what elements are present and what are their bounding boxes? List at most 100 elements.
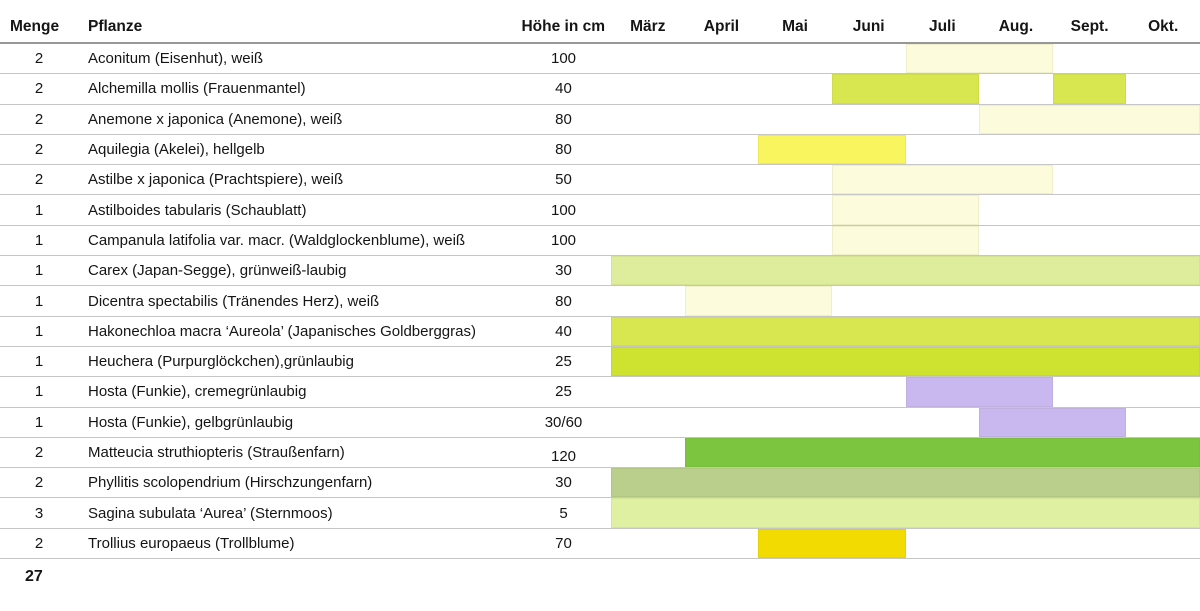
bloom-bar [979,407,1127,437]
month-header: April [703,18,740,35]
cell-hoehe: 25 [555,383,572,401]
cell-hoehe: 80 [555,110,572,128]
bloom-chart-cell [611,346,1200,377]
table-row: 2 Aconitum (Eisenhut), weiß 100 [0,44,1200,75]
cell-pflanze: Heuchera (Purpurglöckchen),grünlaubig [88,353,354,371]
cell-hoehe: 40 [555,80,572,98]
cell-hoehe: 30 [555,262,572,280]
cell-pflanze: Matteucia struthiopteris (Straußenfarn) [88,444,345,461]
header-hoehe: Höhe in cm [521,18,605,35]
bloom-chart-cell [611,195,1200,225]
bloom-bar [611,468,1200,498]
bloom-chart-cell [611,104,1200,134]
month-header: Sept. [1070,18,1109,35]
cell-hoehe: 70 [555,534,572,552]
month-header: Juli [928,18,956,35]
cell-hoehe: 30/60 [544,413,583,431]
bloom-bar [905,377,1053,407]
table-row: 1 Hosta (Funkie), cremegrünlaubig 25 [0,377,1200,408]
cell-menge: 2 [34,171,44,189]
cell-pflanze: Anemone x japonica (Anemone), weiß [88,110,343,128]
cell-pflanze: Campanula latifolia var. macr. (Waldgloc… [88,231,466,249]
table-row: 1 Astilboides tabularis (Schaublatt) 100 [0,195,1200,226]
bloom-bar [611,346,1200,377]
cell-menge: 1 [34,322,44,340]
cell-menge: 1 [34,201,44,219]
table-row: 1 Heuchera (Purpurglöckchen),grünlaubig 25 [0,346,1200,378]
bloom-chart-cell [611,498,1200,528]
cell-menge: 1 [34,231,44,249]
cell-menge: 1 [34,292,44,310]
cell-pflanze: Phyllitis scolopendrium (Hirschzungenfar… [88,474,373,492]
cell-pflanze: Dicentra spectabilis (Tränendes Herz), w… [88,292,380,310]
page-number: 27 [25,568,43,586]
cell-menge: 2 [34,141,44,159]
bloom-bar [611,316,1200,346]
bloom-bar [831,195,980,225]
cell-pflanze: Aquilegia (Akelei), hellgelb [88,141,265,159]
bloom-bar [831,165,1053,195]
table-body: 2 Aconitum (Eisenhut), weiß 100 2 Alchemilla… [0,44,1200,560]
cell-pflanze: Astilboides tabularis (Schaublatt) [88,201,307,219]
cell-hoehe: 100 [550,201,577,219]
cell-menge: 2 [34,110,44,128]
table-row: 1 Carex (Japan-Segge), grünweiß-laubig 30 [0,256,1200,287]
bloom-bar [979,104,1200,134]
cell-hoehe: 40 [555,322,572,340]
bloom-chart-cell [611,407,1200,437]
cell-menge: 2 [34,50,44,68]
cell-pflanze: Hosta (Funkie), cremegrünlaubig [88,383,307,401]
bloom-chart-cell [611,134,1200,165]
bloom-chart-cell [611,44,1200,74]
bloom-bar [611,256,1200,286]
table-row: 1 Hosta (Funkie), gelbgrünlaubig 30/60 [0,407,1200,438]
cell-hoehe: 80 [555,141,572,159]
cell-menge: 2 [34,80,44,98]
month-header: März [630,18,666,35]
bloom-bar [684,437,1200,468]
table-row: 1 Hakonechloa macra ‘Aureola’ (Japanische… [0,316,1200,347]
bloom-chart-cell [611,225,1200,256]
header-menge: Menge [10,18,60,35]
cell-menge: 1 [34,383,44,401]
bloom-bar [831,74,980,104]
cell-pflanze: Alchemilla mollis (Frauenmantel) [88,80,306,98]
cell-hoehe: 5 [559,504,568,522]
bloom-chart-cell [611,286,1200,316]
cell-pflanze: Astilbe x japonica (Prachtspiere), weiß [88,171,344,189]
bloom-chart-cell [611,528,1200,559]
cell-hoehe: 120 [550,448,577,465]
cell-hoehe: 100 [550,231,577,249]
cell-hoehe: 100 [550,50,577,68]
header-pflanze: Pflanze [88,18,143,35]
table-row: 2 Anemone x japonica (Anemone), weiß 80 [0,104,1200,135]
cell-pflanze: Hosta (Funkie), gelbgrünlaubig [88,413,294,431]
table-row: 2 Phyllitis scolopendrium (Hirschzungenfa… [0,468,1200,499]
header-months: März April Mai Juni Juli Aug. Sept. Okt. [611,18,1200,42]
cell-hoehe: 80 [555,292,572,310]
bloom-bar [1052,74,1127,104]
month-header: Juni [852,18,885,35]
cell-menge: 2 [34,444,44,461]
table-row: 2 Matteucia struthiopteris (Straußenfarn)… [0,437,1200,469]
bloom-chart-cell [611,316,1200,346]
month-header: Okt. [1148,18,1179,35]
table-row: 2 Astilbe x japonica (Prachtspiere), weiß… [0,165,1200,196]
table-row: 2 Trollius europaeus (Trollblume) 70 [0,528,1200,560]
table-row: 3 Sagina subulata ‘Aurea’ (Sternmoos) 5 [0,498,1200,529]
table-row: 2 Alchemilla mollis (Frauenmantel) 40 [0,74,1200,105]
cell-pflanze: Aconitum (Eisenhut), weiß [88,50,264,68]
bloom-bar [611,498,1200,528]
cell-menge: 1 [34,262,44,280]
table-row: 1 Campanula latifolia var. macr. (Waldglo… [0,225,1200,257]
cell-menge: 2 [34,474,44,492]
bloom-bar [905,44,1053,74]
cell-pflanze: Hakonechloa macra ‘Aureola’ (Japanisches… [88,322,476,340]
cell-hoehe: 30 [555,474,572,492]
table-header-row: Menge Pflanze Höhe in cm März April Mai Jun… [0,0,1200,44]
bloom-bar [758,134,906,165]
cell-menge: 2 [34,534,44,552]
table-row: 2 Aquilegia (Akelei), hellgelb 80 [0,134,1200,166]
cell-hoehe: 25 [555,353,572,371]
cell-pflanze: Trollius europaeus (Trollblume) [88,534,295,552]
